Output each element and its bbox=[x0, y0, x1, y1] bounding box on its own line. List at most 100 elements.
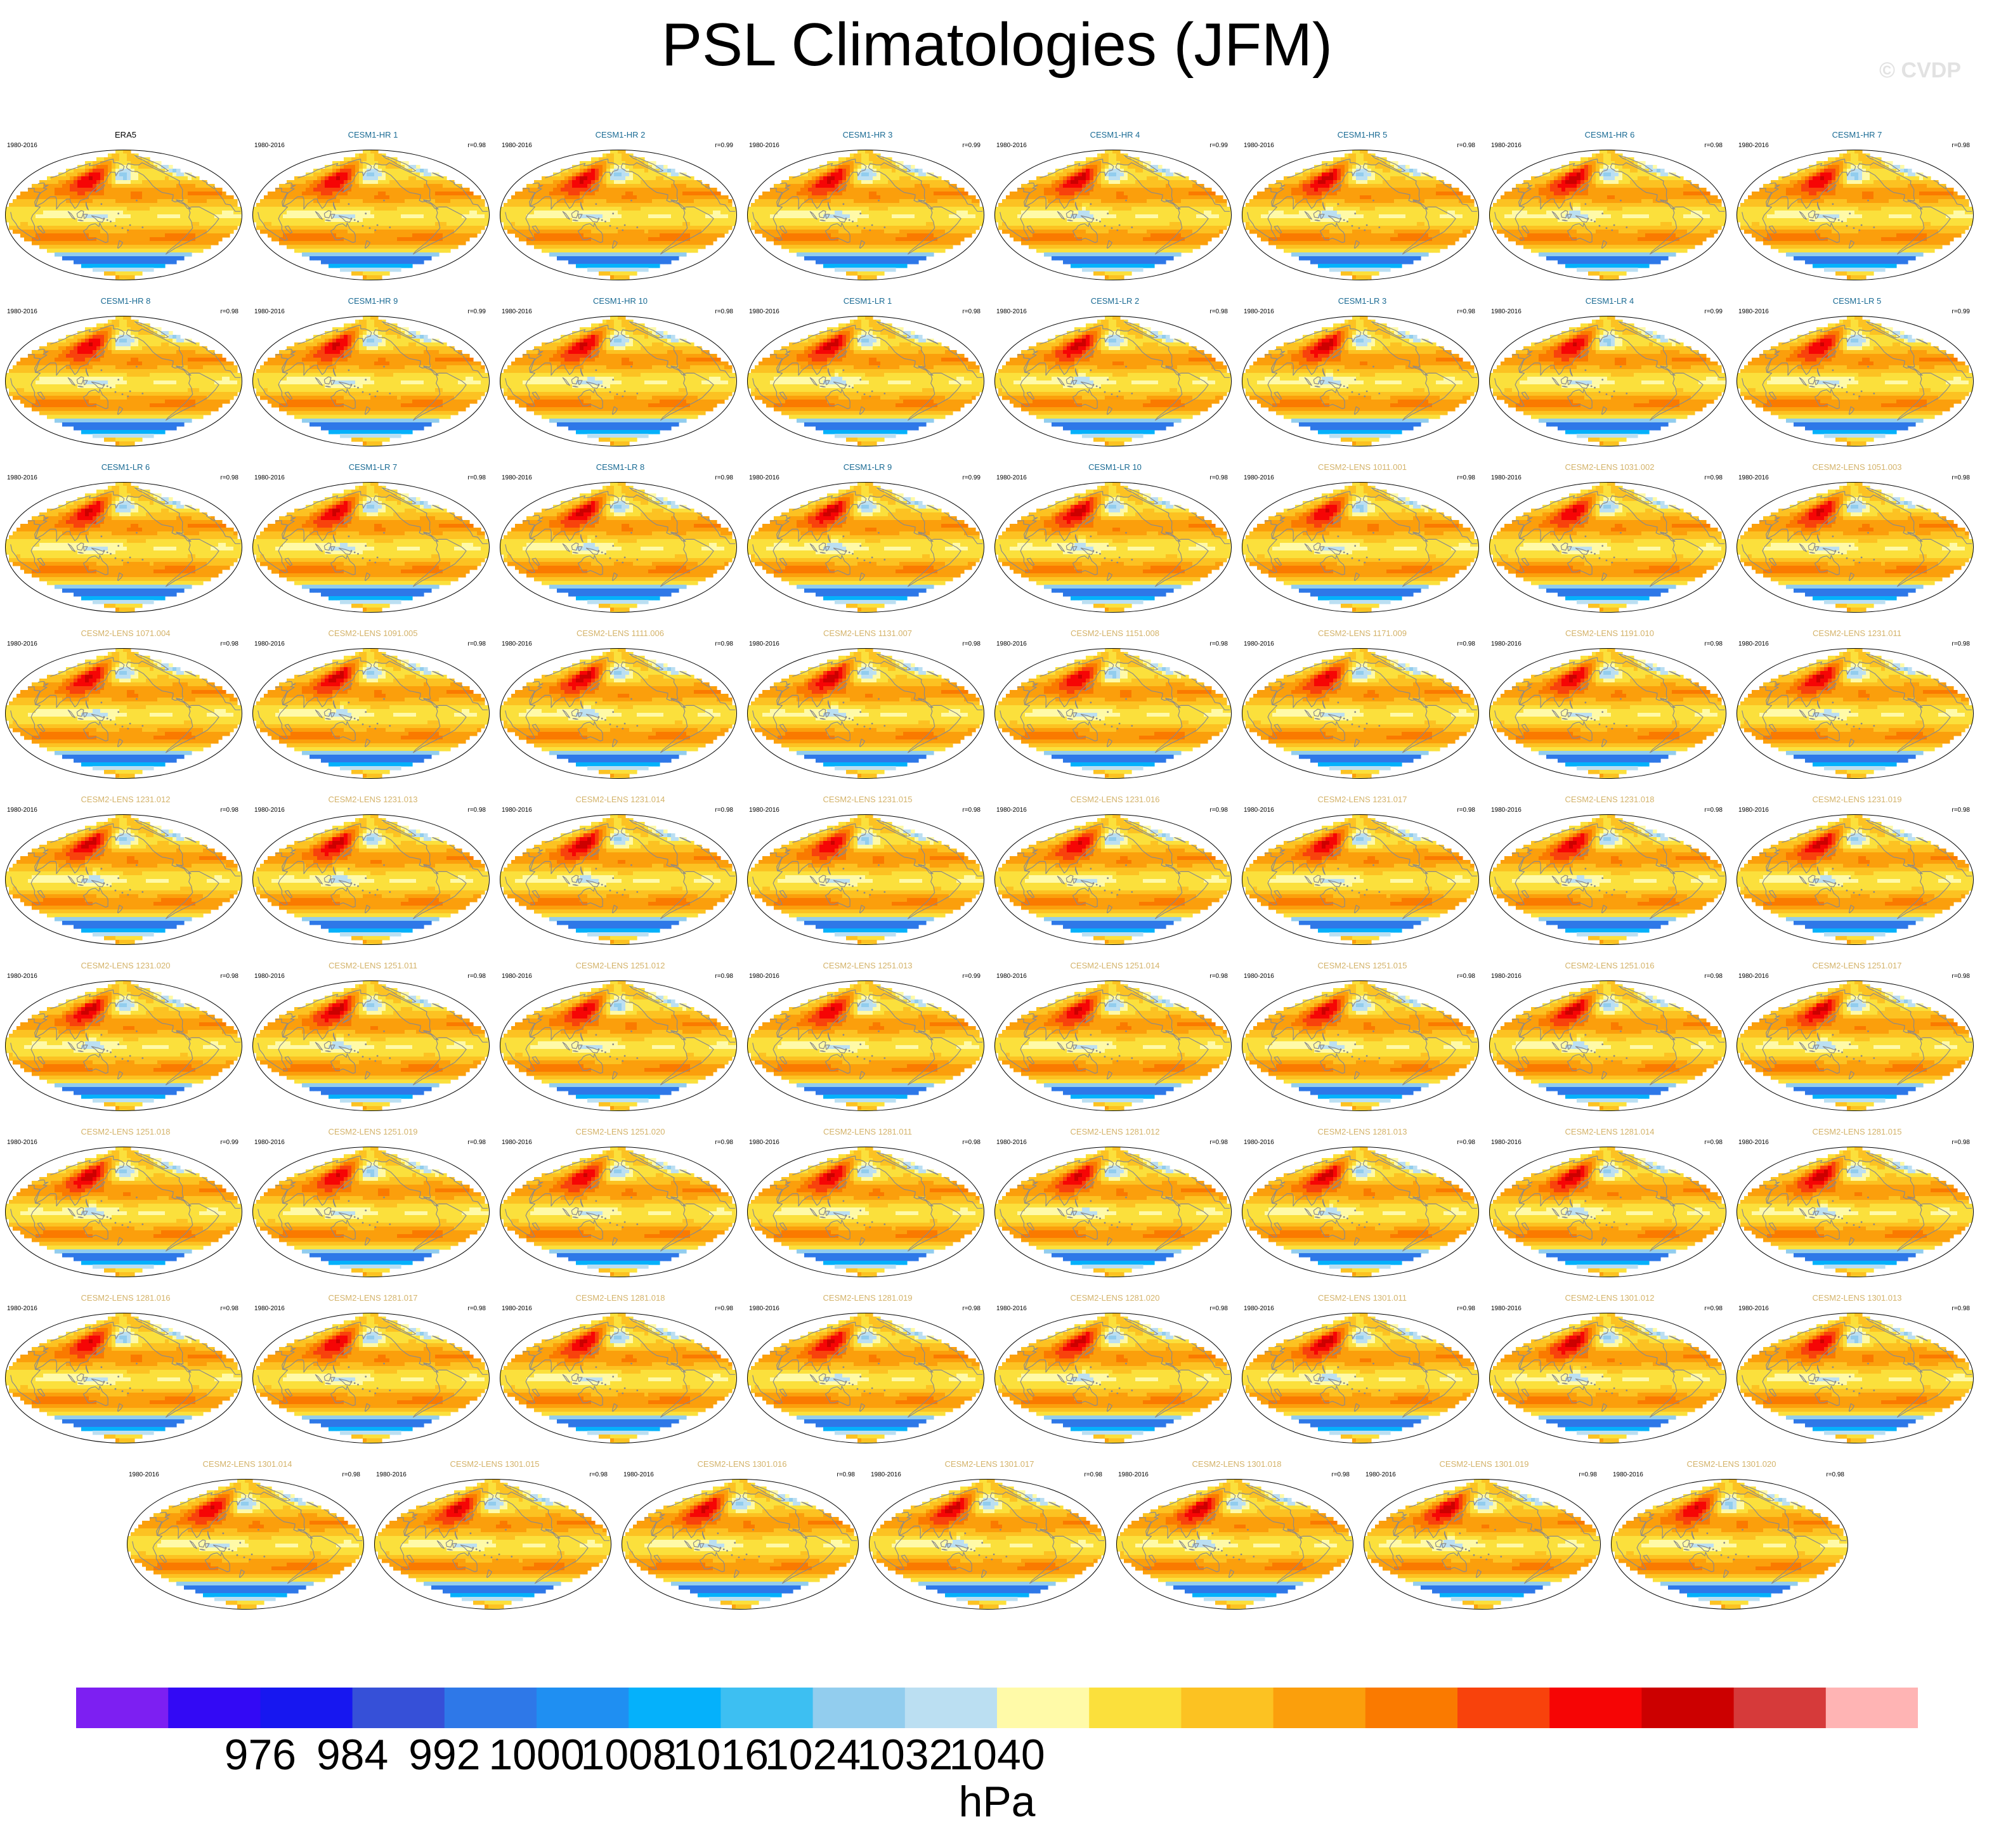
island-marker bbox=[1594, 553, 1596, 555]
island-marker bbox=[624, 1221, 626, 1223]
island-marker bbox=[1378, 1389, 1380, 1391]
island-marker bbox=[1849, 1043, 1851, 1045]
island-marker bbox=[1591, 552, 1593, 554]
island-marker bbox=[136, 698, 138, 700]
island-marker bbox=[389, 725, 391, 727]
panel-title: CESM2-LENS 1301.018 bbox=[1116, 1459, 1357, 1469]
island-marker bbox=[369, 726, 371, 727]
island-marker bbox=[871, 1221, 873, 1223]
map-panel: CESM2-LENS 1091.005 1980-2016 r=0.98 bbox=[252, 628, 493, 793]
island-marker bbox=[1366, 1388, 1368, 1389]
island-marker bbox=[499, 1554, 500, 1556]
island-marker bbox=[1099, 387, 1101, 389]
island-marker bbox=[1359, 393, 1360, 395]
island-marker bbox=[852, 553, 854, 555]
island-marker bbox=[612, 1209, 614, 1211]
psl-map bbox=[747, 1146, 986, 1279]
island-marker bbox=[622, 1060, 623, 1062]
island-marker bbox=[110, 553, 112, 555]
psl-map bbox=[252, 980, 491, 1113]
island-marker bbox=[883, 393, 885, 394]
island-marker bbox=[1591, 884, 1593, 886]
island-marker bbox=[1104, 225, 1106, 227]
psl-map bbox=[747, 647, 986, 781]
island-marker bbox=[1838, 1216, 1840, 1218]
island-marker bbox=[1093, 384, 1095, 386]
island-marker bbox=[878, 1363, 880, 1365]
island-marker bbox=[1735, 1554, 1737, 1556]
island-marker bbox=[348, 1034, 350, 1036]
island-marker bbox=[377, 889, 379, 891]
island-marker bbox=[1747, 1556, 1749, 1558]
panel-title: CESM2-LENS 1031.002 bbox=[1489, 462, 1730, 472]
island-marker bbox=[354, 552, 356, 554]
island-marker bbox=[369, 393, 371, 395]
island-marker bbox=[843, 203, 845, 205]
island-marker bbox=[1712, 1549, 1714, 1551]
island-marker bbox=[1606, 1058, 1608, 1060]
island-marker bbox=[1338, 203, 1339, 205]
island-marker bbox=[1613, 1055, 1615, 1057]
island-marker bbox=[1873, 559, 1875, 561]
island-marker bbox=[122, 1224, 124, 1226]
psl-map bbox=[5, 647, 244, 781]
island-marker bbox=[1841, 1051, 1843, 1053]
island-marker bbox=[1366, 1221, 1368, 1223]
colorbar-swatch bbox=[1734, 1688, 1827, 1728]
island-marker bbox=[365, 1209, 367, 1211]
island-marker bbox=[1846, 724, 1848, 726]
island-marker bbox=[1832, 868, 1834, 869]
island-marker bbox=[1620, 1197, 1622, 1199]
island-marker bbox=[1359, 559, 1360, 561]
island-marker bbox=[1832, 1366, 1834, 1368]
psl-map bbox=[1242, 481, 1480, 615]
island-marker bbox=[601, 1216, 603, 1218]
island-marker bbox=[1873, 1389, 1875, 1391]
island-marker bbox=[115, 1056, 117, 1058]
island-marker bbox=[1832, 369, 1834, 371]
psl-map bbox=[252, 481, 491, 615]
island-marker bbox=[883, 1223, 885, 1225]
psl-map bbox=[1737, 1146, 1975, 1279]
psl-map bbox=[1489, 149, 1728, 282]
map-panel: CESM2-LENS 1301.011 1980-2016 r=0.98 bbox=[1242, 1293, 1483, 1458]
island-marker bbox=[362, 1222, 364, 1224]
map-panel: CESM2-LENS 1011.001 1980-2016 r=0.98 bbox=[1242, 462, 1483, 627]
colorbar-swatch bbox=[720, 1688, 813, 1728]
island-marker bbox=[1601, 711, 1603, 713]
island-marker bbox=[103, 1048, 105, 1050]
psl-map bbox=[500, 647, 738, 781]
island-marker bbox=[354, 718, 356, 720]
island-marker bbox=[1340, 1381, 1342, 1383]
island-marker bbox=[630, 532, 632, 534]
psl-map bbox=[252, 149, 491, 282]
island-marker bbox=[1346, 1384, 1348, 1386]
island-marker bbox=[869, 396, 871, 398]
island-marker bbox=[636, 393, 638, 394]
island-marker bbox=[1131, 1223, 1133, 1225]
island-marker bbox=[1861, 1221, 1863, 1223]
island-marker bbox=[1090, 1200, 1092, 1202]
island-marker bbox=[612, 711, 614, 713]
island-marker bbox=[351, 1381, 353, 1383]
island-marker bbox=[103, 384, 105, 386]
panel-title: CESM2-LENS 1151.008 bbox=[994, 628, 1235, 639]
island-marker bbox=[1093, 218, 1095, 219]
island-marker bbox=[115, 1388, 117, 1390]
island-marker bbox=[1131, 891, 1133, 893]
island-marker bbox=[857, 1222, 859, 1224]
island-marker bbox=[1000, 1529, 1001, 1531]
island-marker bbox=[1372, 1197, 1374, 1199]
island-marker bbox=[1111, 1224, 1113, 1226]
island-marker bbox=[101, 868, 103, 869]
map-panel: CESM2-LENS 1131.007 1980-2016 r=0.98 bbox=[747, 628, 988, 793]
map-panel: CESM2-LENS 1031.002 1980-2016 r=0.98 bbox=[1489, 462, 1730, 627]
island-marker bbox=[377, 723, 379, 725]
island-marker bbox=[1343, 884, 1345, 886]
island-marker bbox=[859, 877, 861, 879]
island-marker bbox=[1096, 552, 1098, 554]
island-marker bbox=[1620, 864, 1622, 866]
island-marker bbox=[117, 711, 119, 713]
island-marker bbox=[1125, 1031, 1127, 1032]
island-marker bbox=[1832, 701, 1834, 703]
